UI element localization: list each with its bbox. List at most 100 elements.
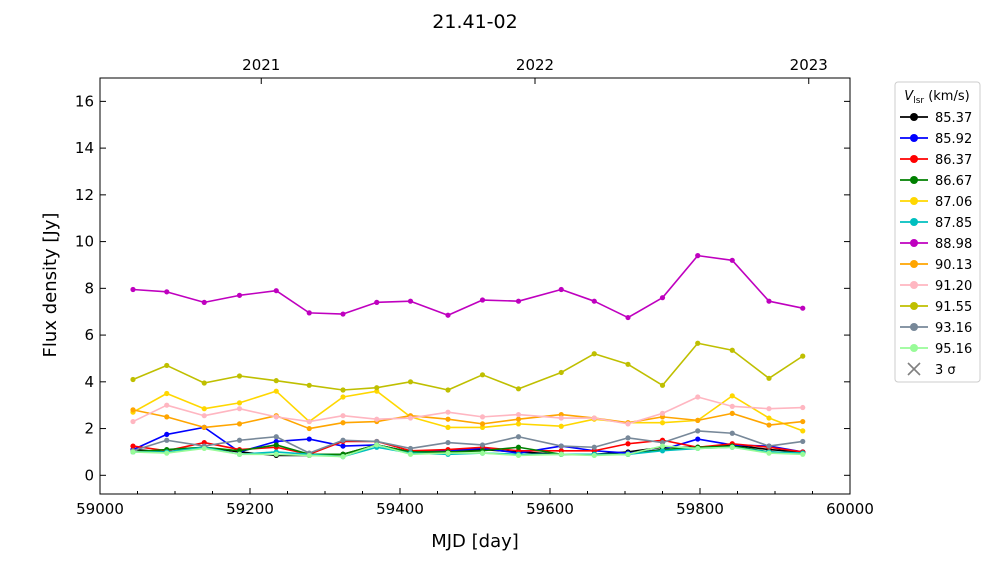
data-point	[306, 418, 312, 425]
x-tick-label: 59200	[226, 500, 274, 518]
data-point	[201, 299, 207, 305]
data-point	[164, 431, 170, 438]
legend-marker	[910, 302, 918, 310]
series-91.20	[130, 394, 806, 427]
series-layer	[130, 253, 806, 460]
legend-title-sub: lsr	[913, 96, 924, 106]
data-point	[695, 340, 701, 346]
data-point	[445, 409, 451, 415]
y-axis-label: Flux density [Jy]	[40, 213, 61, 358]
legend-entry-85.37: 85.37	[900, 111, 972, 126]
legend-entry-90.13: 90.13	[900, 258, 972, 273]
series-line	[132, 430, 803, 454]
data-point	[591, 415, 597, 421]
data-point	[306, 452, 312, 459]
legend-label: 85.92	[935, 132, 972, 147]
series-line	[132, 396, 803, 425]
data-point	[729, 410, 735, 416]
data-point	[306, 436, 312, 442]
data-point	[695, 417, 701, 423]
data-point	[374, 299, 380, 305]
data-point	[766, 415, 772, 421]
legend: Vlsr (km/s) 85.37 85.92 86.37 86.67 87.06 87.…	[894, 81, 981, 383]
legend-marker	[910, 155, 918, 163]
data-point	[625, 314, 631, 321]
data-point	[164, 450, 170, 456]
data-point	[625, 361, 631, 367]
data-point	[558, 451, 564, 457]
data-point	[558, 415, 564, 421]
data-point	[515, 386, 522, 392]
data-point	[340, 437, 346, 443]
data-point	[515, 416, 522, 422]
data-point	[558, 286, 564, 293]
x-tick-label: 59800	[676, 500, 724, 518]
legend-marker	[910, 344, 918, 352]
data-point	[130, 418, 136, 425]
data-point	[340, 443, 346, 449]
data-point	[625, 451, 631, 457]
data-point	[407, 451, 414, 457]
data-point	[591, 351, 597, 357]
data-point	[659, 443, 666, 449]
legend-label: 91.55	[935, 300, 972, 315]
data-point	[374, 385, 380, 391]
legend-label: 88.98	[935, 237, 972, 252]
legend-entry-91.55: 91.55	[900, 300, 972, 315]
data-point	[340, 454, 346, 460]
data-point	[407, 379, 414, 385]
x-tick-label: 59000	[76, 500, 124, 518]
data-point	[164, 402, 170, 408]
top-tick-label: 2021	[242, 56, 280, 74]
top-tick-label: 2023	[790, 56, 828, 74]
data-point	[236, 421, 243, 427]
data-point	[164, 390, 170, 397]
legend-title: Vlsr (km/s)	[904, 89, 969, 106]
data-point	[695, 436, 701, 442]
data-point	[659, 410, 666, 416]
legend-label: 87.85	[935, 216, 972, 231]
data-point	[515, 452, 522, 459]
chart-title: 21.41-02	[432, 11, 517, 33]
y-tick-label: 4	[84, 373, 94, 391]
legend-marker	[910, 113, 918, 121]
data-point	[591, 452, 597, 459]
data-point	[558, 423, 564, 429]
legend-entry-87.06: 87.06	[900, 195, 972, 210]
data-point	[201, 380, 207, 386]
data-point	[515, 411, 522, 418]
data-point	[729, 444, 735, 450]
data-point	[625, 435, 631, 441]
legend-entry-93.16: 93.16	[900, 321, 972, 336]
data-point	[766, 422, 772, 428]
legend-entry-87.85: 87.85	[900, 216, 972, 231]
x-tick-label: 59600	[526, 500, 574, 518]
data-point	[479, 450, 486, 456]
legend-entry-85.92: 85.92	[900, 132, 972, 147]
data-point	[236, 451, 243, 457]
legend-entry-91.20: 91.20	[900, 279, 972, 294]
data-point	[306, 425, 312, 432]
data-point	[558, 443, 564, 449]
legend-label: 90.13	[935, 258, 972, 273]
data-point	[236, 437, 243, 443]
plot-area	[99, 77, 851, 495]
data-point	[479, 421, 486, 427]
data-point	[591, 444, 597, 450]
data-point	[340, 413, 346, 419]
data-point	[201, 413, 207, 419]
legend-marker	[910, 218, 918, 226]
data-point	[800, 404, 806, 411]
data-point	[201, 406, 207, 412]
y-tick-label: 16	[75, 92, 94, 110]
data-point	[164, 414, 170, 420]
y-tick-label: 0	[84, 466, 94, 484]
y-tick-label: 12	[75, 186, 94, 204]
legend-entry-86.37: 86.37	[900, 153, 972, 168]
data-point	[340, 420, 346, 426]
legend-label: 85.37	[935, 111, 972, 126]
data-point	[374, 416, 380, 422]
x-axis-bottom: 59000 59200 59400 59600 59800 60000	[76, 488, 874, 518]
legend-marker	[910, 323, 918, 331]
data-point	[800, 438, 806, 445]
